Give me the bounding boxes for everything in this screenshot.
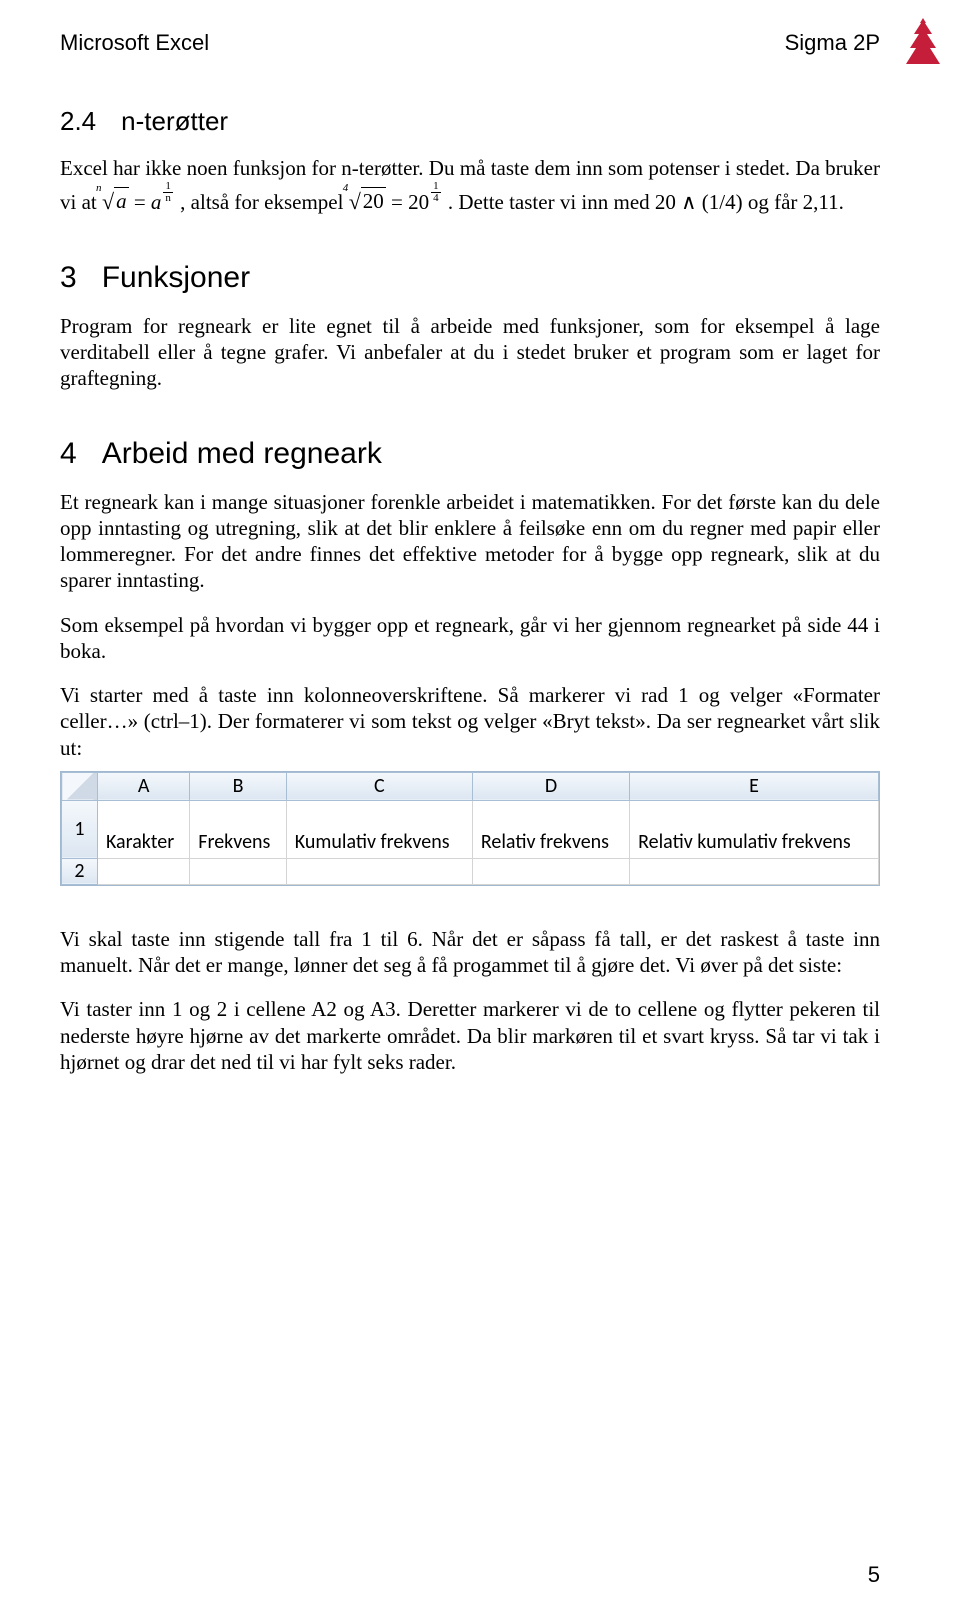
text-span: . Dette taster vi inn med 20 ∧ (1/4) og …: [448, 190, 844, 214]
frac-den: n: [163, 193, 173, 204]
excel-cell: [190, 858, 287, 884]
excel-corner-cell: [62, 772, 98, 800]
excel-col-header: D: [472, 772, 629, 800]
math-expression-2: 4√20 = 2014: [349, 190, 448, 214]
excel-cell: [472, 858, 629, 884]
header-left: Microsoft Excel: [60, 30, 209, 56]
root-arg: a: [114, 187, 129, 214]
excel-row-header: 2: [62, 858, 98, 884]
tree-icon: [898, 18, 948, 78]
subsection-title: n-terøtter: [121, 106, 228, 136]
root-index: n: [96, 182, 102, 196]
section-number: 3: [60, 261, 77, 295]
para-2-4: Excel har ikke noen funksjon for n-terøt…: [60, 155, 880, 216]
excel-col-header-row: A B C D E: [62, 772, 879, 800]
section-title: Funksjoner: [102, 261, 250, 294]
math-base: a: [151, 190, 162, 214]
header-right: Sigma 2P: [785, 30, 880, 56]
excel-col-header: C: [286, 772, 472, 800]
excel-row-2: 2: [62, 858, 879, 884]
math-base: 20: [408, 190, 429, 214]
text-span: , altså for eksempel: [180, 190, 349, 214]
section-heading-3: 3 Funksjoner: [60, 261, 880, 295]
para-4-2: Som eksempel på hvordan vi bygger opp et…: [60, 612, 880, 665]
excel-col-header: E: [630, 772, 879, 800]
excel-cell: Kumulativ frekvens: [286, 800, 472, 858]
page-header: Microsoft Excel Sigma 2P: [60, 30, 880, 56]
root-arg: 20: [361, 187, 386, 214]
excel-cell: Relativ kumulativ frekvens: [630, 800, 879, 858]
excel-cell: [630, 858, 879, 884]
subsection-number: 2.4: [60, 106, 96, 137]
subsection-heading-2-4: 2.4 n-terøtter: [60, 106, 880, 137]
section-title: Arbeid med regneark: [102, 437, 382, 470]
excel-row-header: 1: [62, 800, 98, 858]
para-4-5: Vi taster inn 1 og 2 i cellene A2 og A3.…: [60, 996, 880, 1075]
excel-col-header: B: [190, 772, 287, 800]
page-number: 5: [868, 1562, 880, 1588]
section-number: 4: [60, 437, 77, 471]
section-heading-4: 4 Arbeid med regneark: [60, 437, 880, 471]
excel-col-header: A: [98, 772, 190, 800]
excel-cell: Relativ frekvens: [472, 800, 629, 858]
para-4-3: Vi starter med å taste inn kolonneoversk…: [60, 682, 880, 761]
excel-cell: Frekvens: [190, 800, 287, 858]
excel-row-1: 1 Karakter Frekvens Kumulativ frekvens R…: [62, 800, 879, 858]
excel-cell: [286, 858, 472, 884]
frac-den: 4: [431, 193, 441, 204]
excel-screenshot: A B C D E 1 Karakter Frekvens Kumulativ …: [60, 771, 880, 886]
para-4-1: Et regneark kan i mange situasjoner fore…: [60, 489, 880, 594]
excel-cell: Karakter: [98, 800, 190, 858]
para-4-4: Vi skal taste inn stigende tall fra 1 ti…: [60, 926, 880, 979]
excel-table: A B C D E 1 Karakter Frekvens Kumulativ …: [61, 772, 879, 885]
excel-cell: [98, 858, 190, 884]
root-index: 4: [343, 182, 349, 196]
para-3: Program for regneark er lite egnet til å…: [60, 313, 880, 392]
math-expression-1: n√a = a1n: [102, 190, 180, 214]
